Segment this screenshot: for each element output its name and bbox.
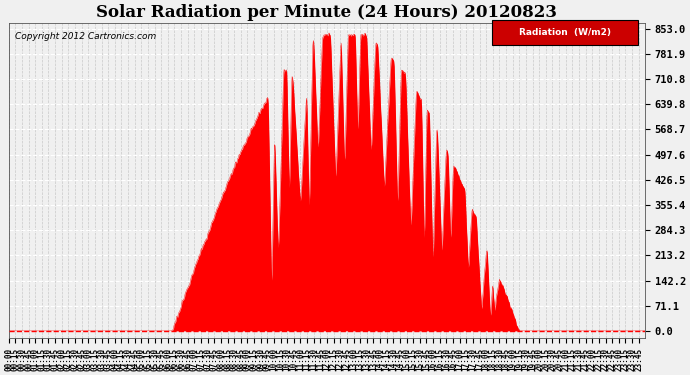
Text: Radiation  (W/m2): Radiation (W/m2) bbox=[520, 28, 611, 37]
Title: Solar Radiation per Minute (24 Hours) 20120823: Solar Radiation per Minute (24 Hours) 20… bbox=[97, 4, 558, 21]
FancyBboxPatch shape bbox=[492, 20, 638, 45]
Text: Copyright 2012 Cartronics.com: Copyright 2012 Cartronics.com bbox=[15, 32, 156, 41]
